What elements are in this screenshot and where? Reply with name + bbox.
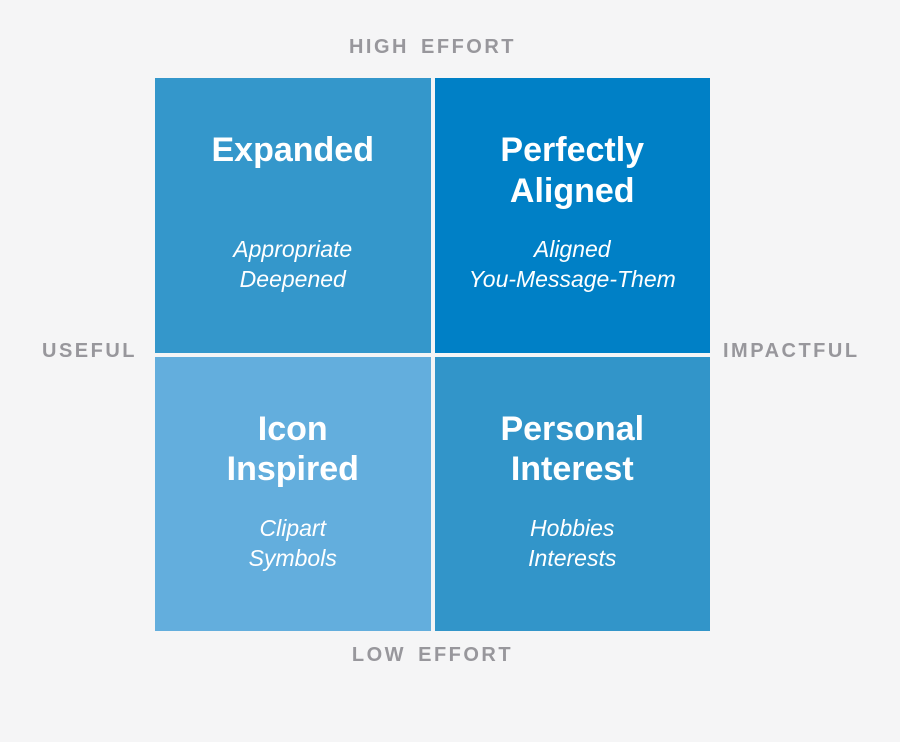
- axis-label-high-effort: HIGH EFFORT: [348, 36, 517, 58]
- axis-label-useful: USEFUL: [42, 340, 137, 362]
- quadrant-subtitle: Aligned You-Message-Them: [468, 236, 676, 293]
- quadrant-title: Icon Inspired: [226, 409, 359, 489]
- quadrant-subtitle: Clipart Symbols: [248, 514, 337, 571]
- quadrant-title: Personal Interest: [500, 409, 645, 489]
- quadrant-grid: Expanded Appropriate Deepened Perfectly …: [155, 78, 710, 631]
- quadrant-subtitle: Appropriate Deepened: [233, 236, 353, 293]
- quadrant-title: Perfectly Aligned: [500, 131, 645, 210]
- quadrant-personal-interest: Personal Interest Hobbies Interests: [434, 356, 710, 631]
- quadrant-icon-inspired: Icon Inspired Clipart Symbols: [155, 356, 431, 631]
- quadrant-subtitle: Hobbies Interests: [528, 514, 617, 571]
- quadrant-title: Expanded: [211, 131, 374, 169]
- quadrant-perfectly-aligned: Perfectly Aligned Aligned You-Message-Th…: [434, 78, 710, 353]
- quadrant-expanded: Expanded Appropriate Deepened: [155, 78, 431, 353]
- axis-label-low-effort: LOW EFFORT: [351, 644, 514, 666]
- axis-label-impactful: IMPACTFUL: [723, 340, 860, 362]
